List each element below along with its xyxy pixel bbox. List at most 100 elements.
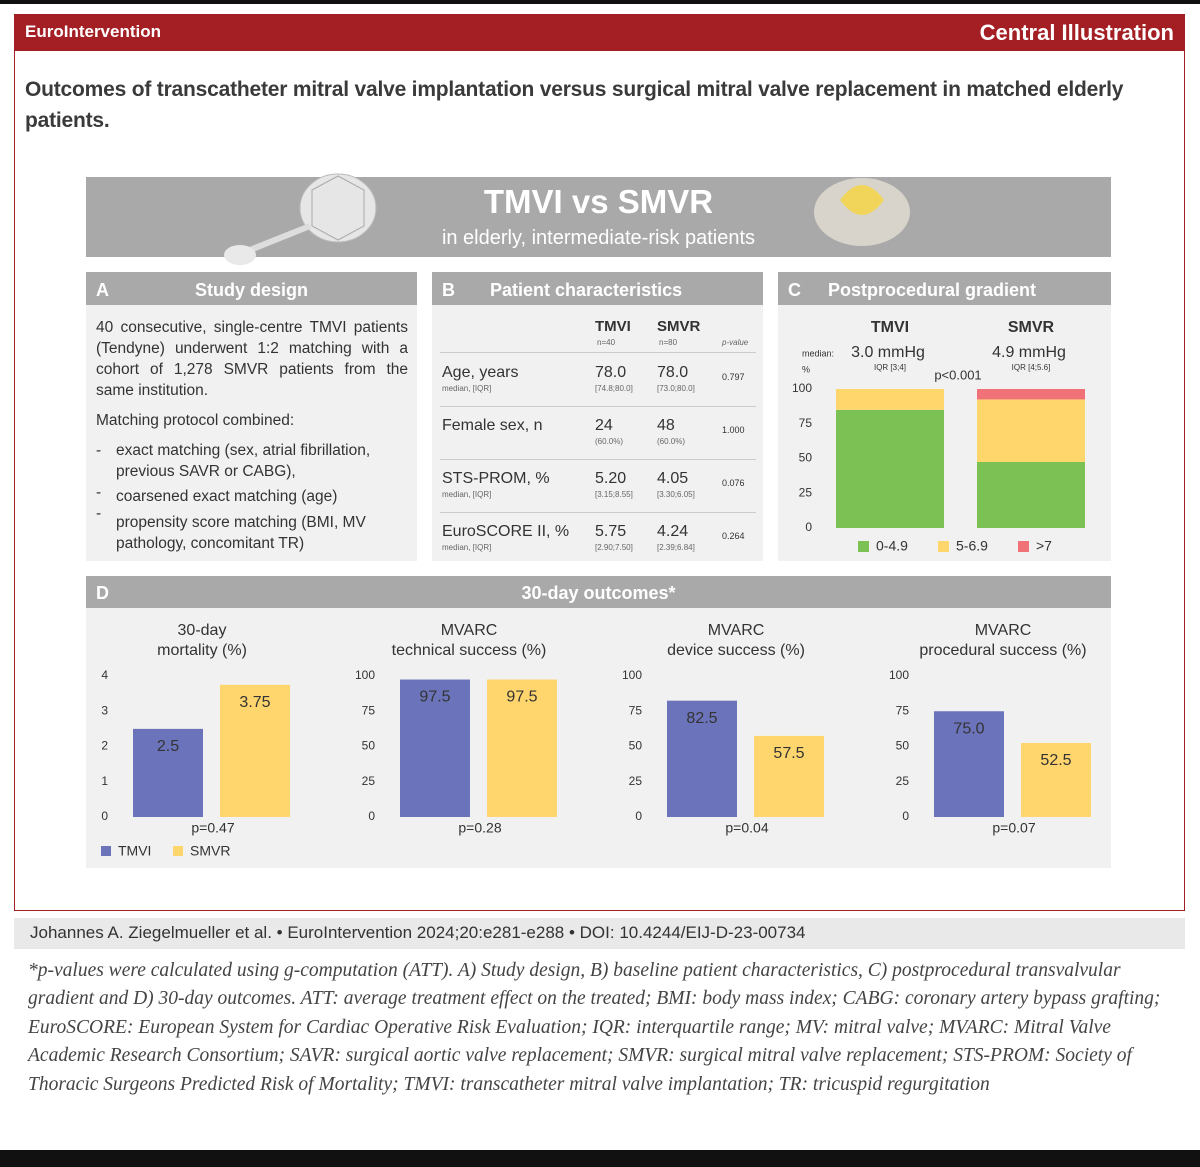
panel-letter: B [442,280,455,300]
y-tick-label: 50 [629,739,643,753]
panel-letter: A [96,280,109,300]
p-value: p<0.001 [934,367,981,382]
panel-title: Study design [194,280,308,300]
panel-title: Postprocedural gradient [828,280,1037,300]
bullets: --- [96,442,102,522]
bar [400,679,470,817]
row-rule [440,406,756,407]
bar [133,728,203,817]
footnote: *p-values were calculated using g-comput… [28,960,1161,1095]
panel-title: 30-day outcomes* [521,583,676,603]
p-value: p=0.47 [191,820,234,836]
matching-item: coarsened exact matching (age) [116,488,338,505]
cell-detail: (60.0%) [657,437,686,446]
category-header: TMVI [871,319,909,336]
value-label: 2.5 [157,738,179,755]
cell-value: 5.20 [595,470,627,487]
matching-intro: Matching protocol combined: [96,412,295,429]
panel-letter: C [788,280,801,300]
chart-title: technical success (%) [392,642,547,659]
value-label: 97.5 [419,689,450,706]
y-tick-label: 3 [101,703,108,717]
y-tick-label: 0 [101,809,108,823]
y-tick-label: 0 [805,520,812,534]
journal-name: EuroIntervention [25,22,162,41]
bar-segment [836,409,944,528]
column-n: n=40 [597,338,616,347]
header-bar [14,14,1185,51]
p-value: 0.264 [722,531,745,541]
bar [487,679,557,817]
cell-detail: [2.39;6.84] [657,543,695,552]
y-tick-label: 75 [799,416,813,430]
p-value: 0.076 [722,478,745,488]
value-label: 82.5 [686,710,717,727]
median-label: median: [802,348,834,358]
value-label: 3.75 [239,694,270,711]
y-tick-label: 75 [629,703,643,717]
chart-title: 30-day [178,622,227,639]
legend-swatch [101,846,111,856]
p-value: p=0.04 [725,820,768,836]
y-tick-label: 1 [101,774,108,788]
row-label: EuroSCORE II, % [442,523,570,540]
column-header: TMVI [595,318,631,335]
bar [1021,742,1091,817]
value-label: 52.5 [1040,752,1071,769]
legend-swatch [938,541,949,552]
row-rule [440,512,756,513]
cell-value: 4.24 [657,523,689,540]
cell-detail: [73.0;80.0] [657,384,695,393]
row-rule [440,352,756,353]
matching-item: exact matching (sex, atrial fibrillation… [116,442,371,480]
y-tick-label: 100 [889,668,909,682]
bar [754,735,824,817]
chart-title: mortality (%) [157,642,247,659]
chart-title: MVARC [441,622,498,639]
y-tick-label: 100 [792,381,812,395]
legend-swatch [858,541,869,552]
top-border [0,0,1200,4]
banner-title: TMVI vs SMVR [483,183,714,220]
cell-value: 78.0 [595,364,627,381]
cell-value: 78.0 [657,364,689,381]
p-value: p=0.07 [992,820,1035,836]
main-title: Outcomes of transcatheter mitral valve i… [25,78,1124,132]
legend-label: >7 [1036,538,1052,554]
p-value: 0.797 [722,372,745,382]
cell-value: 24 [595,417,613,434]
row-sublabel: median, [IQR] [442,490,492,499]
value-label: 97.5 [506,689,537,706]
median-value: 4.9 mmHg [992,344,1066,361]
y-tick-label: 75 [896,703,910,717]
legend-swatch [1018,541,1029,552]
panel-c-header [778,272,1111,305]
cell-detail: [74.8;80.0] [595,384,633,393]
chart-title: device success (%) [667,642,805,659]
banner-subtitle: in elderly, intermediate-risk patients [441,227,756,249]
cell-detail: [2.90;7.50] [595,543,633,552]
cell-detail: [3.30;6.05] [657,490,695,499]
panel-d-header [86,576,1111,608]
legend-swatch [173,846,183,856]
panel-letter: D [96,583,109,603]
cell-value: 48 [657,417,675,434]
value-label: 75.0 [953,720,984,737]
y-tick-label: 0 [635,809,642,823]
legend-label: TMVI [118,843,151,859]
y-tick-label: 50 [799,451,813,465]
bar-segment [836,389,944,410]
study-paragraph: 40 consecutive, single-centre TMVI patie… [96,319,408,399]
cell-detail: [3.15;8.55] [595,490,633,499]
bar [667,700,737,817]
cell-detail: (60.0%) [595,437,624,446]
panel-b-body [432,305,763,561]
row-label: Age, years [442,364,519,381]
bottom-border [0,1150,1200,1167]
bar-segment [977,389,1085,400]
citation-bar [14,918,1185,949]
column-header: SMVR [657,318,701,335]
value-label: 57.5 [773,745,804,762]
